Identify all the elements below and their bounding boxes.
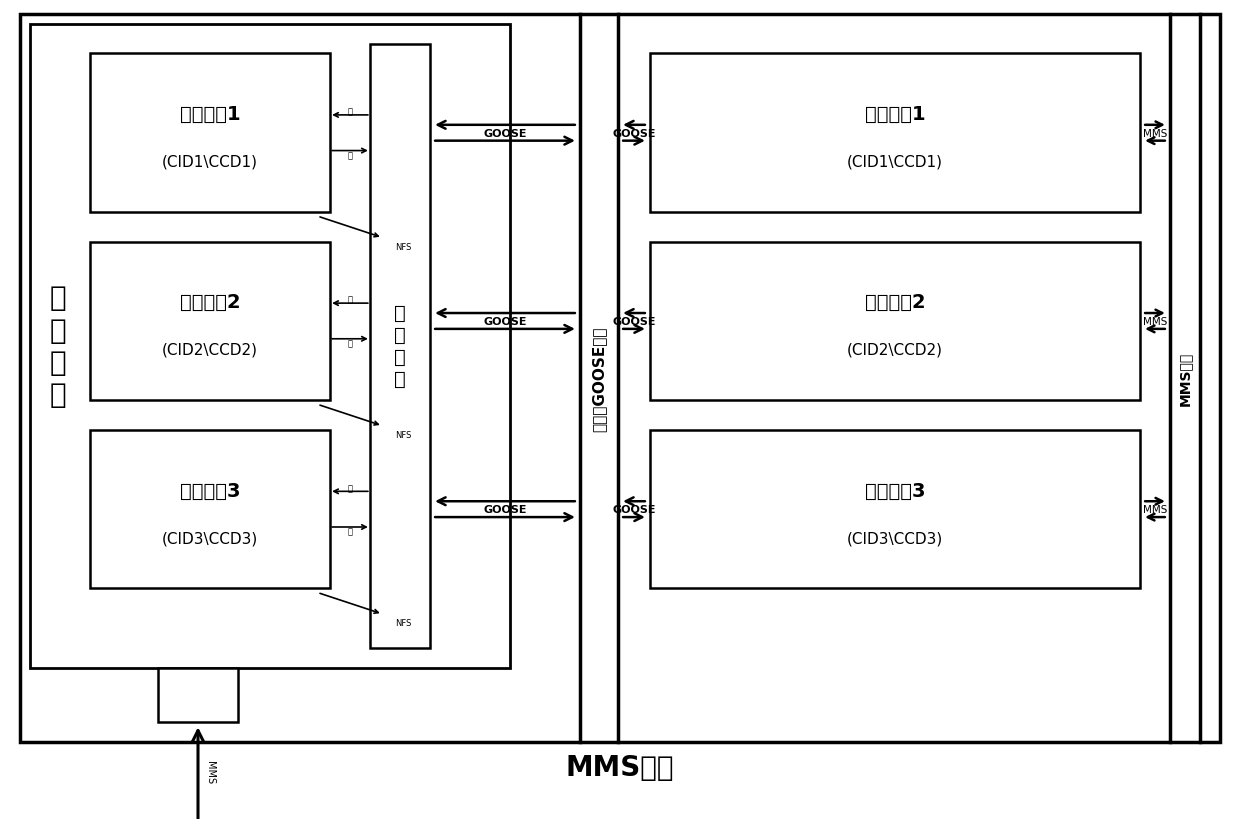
Text: GOOSE: GOOSE — [613, 317, 656, 327]
Text: (CID3\CCD3): (CID3\CCD3) — [162, 531, 258, 545]
Text: 实体装置3: 实体装置3 — [864, 481, 925, 500]
Text: GOOSE: GOOSE — [613, 505, 656, 514]
Text: (CID1\CCD1): (CID1\CCD1) — [162, 155, 258, 170]
Text: (CID3\CCD3): (CID3\CCD3) — [847, 531, 944, 545]
Text: MMS网络: MMS网络 — [1178, 351, 1192, 405]
Text: 实体装置2: 实体装置2 — [864, 293, 925, 312]
Text: MMS: MMS — [205, 760, 215, 783]
Text: (CID1\CCD1): (CID1\CCD1) — [847, 155, 942, 170]
Text: 投: 投 — [347, 483, 352, 492]
Text: NFS: NFS — [396, 618, 412, 627]
Text: (CID2\CCD2): (CID2\CCD2) — [847, 342, 942, 358]
Text: MMS: MMS — [1143, 317, 1167, 327]
Text: 虚拟模块1: 虚拟模块1 — [180, 105, 241, 124]
Text: GOOSE: GOOSE — [484, 317, 527, 327]
Text: 虚拟模块2: 虚拟模块2 — [180, 293, 241, 312]
Bar — [650, 54, 1140, 213]
Bar — [91, 431, 330, 589]
Text: GOOSE: GOOSE — [613, 129, 656, 138]
Text: MMS: MMS — [1143, 505, 1167, 514]
Bar — [650, 242, 1140, 400]
Text: GOOSE: GOOSE — [484, 129, 527, 138]
Bar — [20, 15, 1220, 742]
Bar — [650, 431, 1140, 589]
Bar — [157, 667, 238, 722]
Text: 虚拟模块3: 虚拟模块3 — [180, 481, 241, 500]
Text: MMS网络: MMS网络 — [565, 753, 675, 781]
Text: 退: 退 — [347, 339, 352, 348]
Bar — [370, 44, 430, 648]
Text: 过渡层GOOSE网络: 过渡层GOOSE网络 — [591, 326, 606, 431]
Text: 退: 退 — [347, 527, 352, 536]
Text: GOOSE: GOOSE — [484, 505, 527, 514]
Text: 备
用
装
置: 备 用 装 置 — [50, 283, 66, 409]
Text: 退: 退 — [347, 151, 352, 160]
Bar — [91, 242, 330, 400]
Text: 管
理
模
块: 管 理 模 块 — [394, 304, 405, 389]
Text: NFS: NFS — [396, 431, 412, 439]
Text: 实体装置1: 实体装置1 — [864, 105, 925, 124]
Text: (CID2\CCD2): (CID2\CCD2) — [162, 342, 258, 358]
Bar — [91, 54, 330, 213]
Text: MMS: MMS — [1143, 129, 1167, 138]
Text: 投: 投 — [347, 296, 352, 305]
Text: NFS: NFS — [396, 242, 412, 251]
Text: 投: 投 — [347, 107, 352, 116]
Bar — [30, 25, 510, 667]
